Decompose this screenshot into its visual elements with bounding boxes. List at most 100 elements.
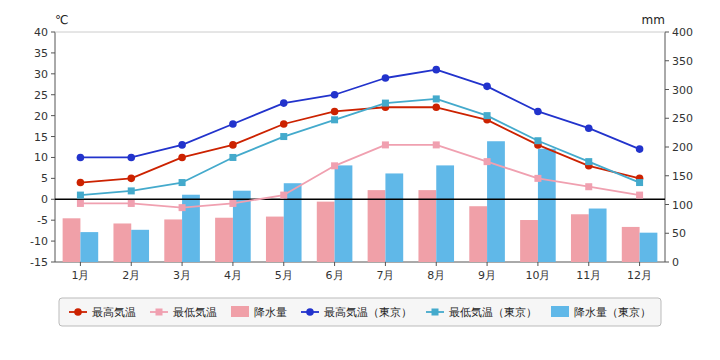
legend-label: 降水量（東京）: [574, 306, 651, 319]
y-tick-label: 0: [41, 193, 48, 206]
bar: [317, 202, 335, 262]
marker: [178, 141, 186, 149]
marker: [331, 162, 338, 169]
bar: [368, 190, 386, 262]
x-tick: [639, 262, 640, 266]
y-tick-label: 40: [34, 26, 48, 39]
x-tick: [537, 262, 538, 266]
y-tick: [51, 262, 55, 263]
marker: [229, 120, 237, 128]
bar: [436, 165, 454, 262]
y-tick-label: 30: [34, 68, 48, 81]
bar: [266, 217, 284, 262]
y-tick: [51, 220, 55, 221]
x-tick: [385, 262, 386, 266]
y-axis-line: [55, 32, 56, 262]
legend-marker: [156, 309, 163, 316]
bar: [538, 149, 556, 262]
y2-tick: [665, 262, 669, 263]
y2-tick: [665, 60, 669, 61]
x-tick-label: 9月: [478, 269, 496, 282]
bar: [622, 227, 640, 262]
y-tick: [51, 94, 55, 95]
y2-tick: [665, 204, 669, 205]
y-tick-label: -5: [37, 214, 48, 227]
y2-tick-label: 300: [672, 84, 693, 97]
plot-area: [55, 66, 665, 262]
marker: [229, 154, 236, 161]
y2-tick: [665, 118, 669, 119]
bar: [80, 232, 98, 262]
legend-marker: [74, 308, 82, 316]
legend-item: 最高気温: [69, 306, 136, 319]
frame-top: [55, 32, 665, 33]
x-tick: [436, 262, 437, 266]
marker: [636, 192, 643, 199]
y-tick-label: 5: [41, 172, 48, 185]
y2-tick-label: 150: [672, 170, 693, 183]
y-tick-label: 15: [34, 131, 48, 144]
y-tick: [51, 52, 55, 53]
y2-tick: [665, 233, 669, 234]
bar: [469, 206, 487, 262]
y-tick-label: 35: [34, 47, 48, 60]
legend-label: 最高気温: [92, 306, 136, 319]
axes: -15-10-505101520253035400501001502002503…: [30, 26, 693, 282]
y-tick: [51, 73, 55, 74]
line: [80, 107, 639, 182]
marker: [229, 141, 237, 149]
line: [80, 99, 639, 195]
marker: [433, 95, 440, 102]
y-tick-label: -15: [30, 256, 48, 269]
marker: [534, 175, 541, 182]
x-tick: [232, 262, 233, 266]
y-tick-label: 20: [34, 110, 48, 123]
marker: [127, 175, 135, 183]
legend-item: 最高気温（東京）: [301, 306, 412, 319]
y2-tick-label: 400: [672, 26, 693, 39]
marker: [585, 124, 593, 132]
marker: [280, 133, 287, 140]
marker: [128, 187, 135, 194]
line: [80, 145, 639, 208]
y2-tick-label: 50: [672, 227, 686, 240]
x-tick: [588, 262, 589, 266]
legend-marker: [306, 308, 314, 316]
marker: [534, 108, 542, 116]
y-tick: [51, 241, 55, 242]
y-tick: [51, 157, 55, 158]
y-tick: [51, 199, 55, 200]
legend-label: 最低気温（東京）: [449, 306, 537, 319]
marker: [484, 158, 491, 165]
y-tick: [51, 32, 55, 33]
bar: [63, 218, 81, 262]
y-tick-label: -10: [30, 235, 48, 248]
marker: [483, 83, 491, 91]
y2-tick-label: 350: [672, 55, 693, 68]
marker: [280, 192, 287, 199]
x-tick-label: 3月: [173, 269, 191, 282]
legend-label: 最高気温（東京）: [324, 306, 412, 319]
background: [0, 0, 720, 360]
bar: [589, 209, 607, 262]
marker: [127, 154, 135, 162]
x-tick-label: 5月: [275, 269, 293, 282]
x-tick-label: 10月: [525, 269, 550, 282]
bar: [335, 165, 353, 262]
line: [80, 70, 639, 158]
chart: -15-10-505101520253035400501001502002503…: [0, 0, 720, 360]
y2-tick-label: 200: [672, 141, 693, 154]
legend-swatch: [551, 306, 569, 317]
y2-tick: [665, 32, 669, 33]
bar: [164, 219, 182, 262]
x-tick: [131, 262, 132, 266]
legend-marker: [432, 309, 439, 316]
bar: [131, 230, 149, 262]
x-tick: [182, 262, 183, 266]
marker: [280, 99, 288, 107]
line-series: [77, 141, 643, 211]
marker: [128, 200, 135, 207]
x-tick-label: 8月: [427, 269, 445, 282]
x-tick-label: 12月: [627, 269, 652, 282]
bar: [418, 190, 436, 262]
